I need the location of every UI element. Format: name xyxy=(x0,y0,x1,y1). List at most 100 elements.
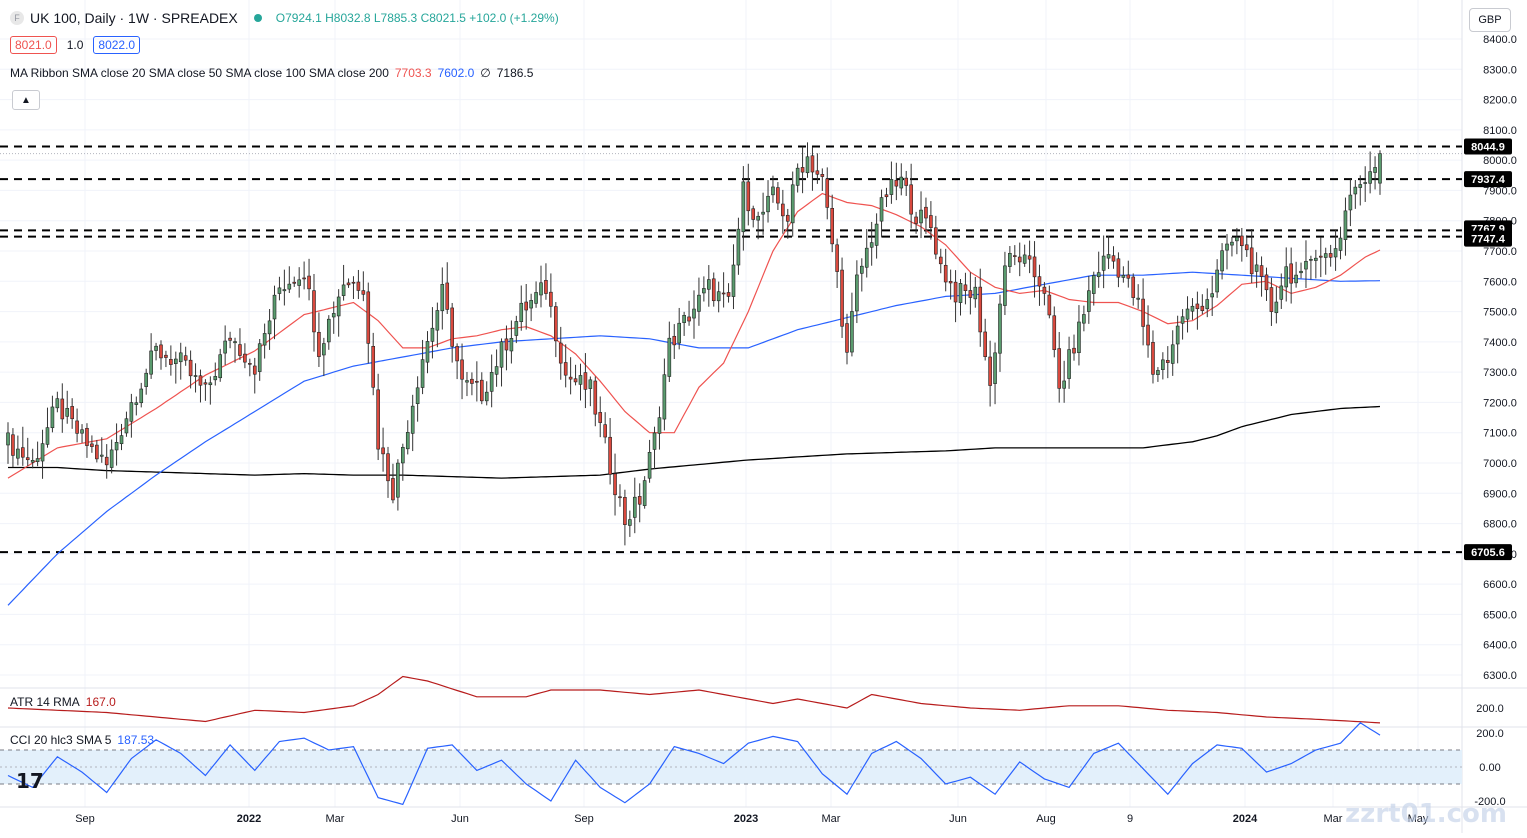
candle-up xyxy=(647,439,652,483)
candle-body xyxy=(1269,287,1274,312)
candle-down xyxy=(70,398,74,429)
candle-body xyxy=(1373,167,1377,173)
candle-body xyxy=(1082,314,1086,324)
candle-body xyxy=(529,300,533,309)
currency-button[interactable]: GBP xyxy=(1469,8,1511,32)
time-tick-label: 9 xyxy=(1127,813,1133,825)
candle-up xyxy=(697,277,701,326)
time-tick-label: Mar xyxy=(822,813,841,825)
candle-body xyxy=(1151,342,1155,375)
candle-body xyxy=(1333,248,1338,258)
atr-legend[interactable]: ATR 14 RMA 167.0 xyxy=(10,695,116,709)
candle-up xyxy=(124,411,129,437)
candle-body xyxy=(124,418,129,434)
candle-body xyxy=(11,434,15,456)
candle-up xyxy=(771,175,775,203)
candle-down xyxy=(1072,334,1076,361)
candle-body xyxy=(662,374,667,420)
candle-body xyxy=(840,269,844,327)
atr-value: 167.0 xyxy=(85,695,116,709)
candle-body xyxy=(282,289,287,292)
candle-body xyxy=(539,282,543,296)
candle-up xyxy=(45,407,50,448)
tradingview-logo[interactable]: 17 xyxy=(16,769,44,793)
candle-down xyxy=(1052,306,1057,358)
candle-body xyxy=(785,214,790,222)
candle-body xyxy=(489,372,494,392)
cci-legend[interactable]: CCI 20 hlc3 SMA 5 187.53 xyxy=(10,733,154,747)
candle-up xyxy=(662,358,667,431)
candle-up xyxy=(134,396,139,416)
candle-body xyxy=(924,206,928,219)
candle-up xyxy=(336,289,341,337)
level-tag-text: 6705.6 xyxy=(1471,547,1505,559)
open-value: O7924.1 xyxy=(275,11,322,25)
candle-body xyxy=(243,353,247,363)
collapse-legend-button[interactable]: ▲ xyxy=(12,90,40,110)
candle-body xyxy=(149,350,153,375)
candle-body xyxy=(781,203,785,217)
candle-up xyxy=(1309,255,1313,280)
candle-down xyxy=(203,379,208,401)
candle-down xyxy=(904,170,909,196)
candle-up xyxy=(1170,330,1175,376)
candle-up xyxy=(178,342,183,380)
candle-down xyxy=(687,300,691,326)
time-axis: Sep 2022 Mar Jun Sep 2023 Mar Jun Aug 9 2024 Mar May xyxy=(75,813,1429,825)
candle-down xyxy=(583,353,588,409)
candle-body xyxy=(968,290,973,298)
candle-up xyxy=(218,348,223,382)
sma200-value: 7186.5 xyxy=(496,66,534,80)
candle-down xyxy=(351,276,356,299)
candle-up xyxy=(578,363,583,401)
candle-up xyxy=(144,368,148,395)
sell-price-button[interactable]: 8021.0 xyxy=(10,36,57,54)
cci-tick-label: 0.00 xyxy=(1479,762,1500,774)
candle-body xyxy=(1111,255,1116,262)
candle-up xyxy=(998,294,1002,372)
time-tick-label: Jun xyxy=(451,813,469,825)
candle-body xyxy=(776,187,780,204)
candle-body xyxy=(144,372,148,387)
symbol-title[interactable]: UK 100, Daily · 1W · SPREADEX xyxy=(30,10,238,26)
candle-up xyxy=(657,406,662,450)
candle-body xyxy=(1170,344,1175,364)
candle-body xyxy=(859,265,864,274)
candle-up xyxy=(534,281,538,308)
candle-body xyxy=(233,341,237,344)
candle-body xyxy=(1027,255,1032,260)
candle-body xyxy=(973,286,978,300)
candle-body xyxy=(702,288,706,294)
candle-up xyxy=(1003,251,1007,316)
candle-body xyxy=(494,366,499,375)
change-value: +102.0 (+1.29%) xyxy=(469,11,559,25)
candle-body xyxy=(193,375,198,377)
candle-down xyxy=(188,350,193,389)
candle-body xyxy=(647,451,652,479)
high-value: H8032.8 xyxy=(325,11,371,25)
candle-up xyxy=(588,376,593,407)
candle-up xyxy=(677,307,681,350)
candle-body xyxy=(677,322,681,344)
candle-body xyxy=(1363,182,1367,184)
moving-averages xyxy=(7,192,1381,606)
candle-body xyxy=(307,275,311,290)
candle-up xyxy=(396,459,400,511)
candle-body xyxy=(1348,194,1353,211)
candle-body xyxy=(173,358,178,365)
candle-up xyxy=(1156,367,1160,382)
candle-body xyxy=(95,444,99,460)
candle-up xyxy=(1180,309,1185,340)
candle-down xyxy=(445,262,450,314)
candle-down xyxy=(1027,240,1032,274)
ma-ribbon-legend[interactable]: MA Ribbon SMA close 20 SMA close 50 SMA … xyxy=(10,66,533,80)
candle-down xyxy=(544,263,548,300)
buy-price-button[interactable]: 8022.0 xyxy=(93,36,141,54)
candle-down xyxy=(243,343,247,369)
candle-down xyxy=(820,168,825,191)
candle-body xyxy=(805,156,810,174)
candle-body xyxy=(682,314,686,323)
candle-up xyxy=(993,342,997,405)
